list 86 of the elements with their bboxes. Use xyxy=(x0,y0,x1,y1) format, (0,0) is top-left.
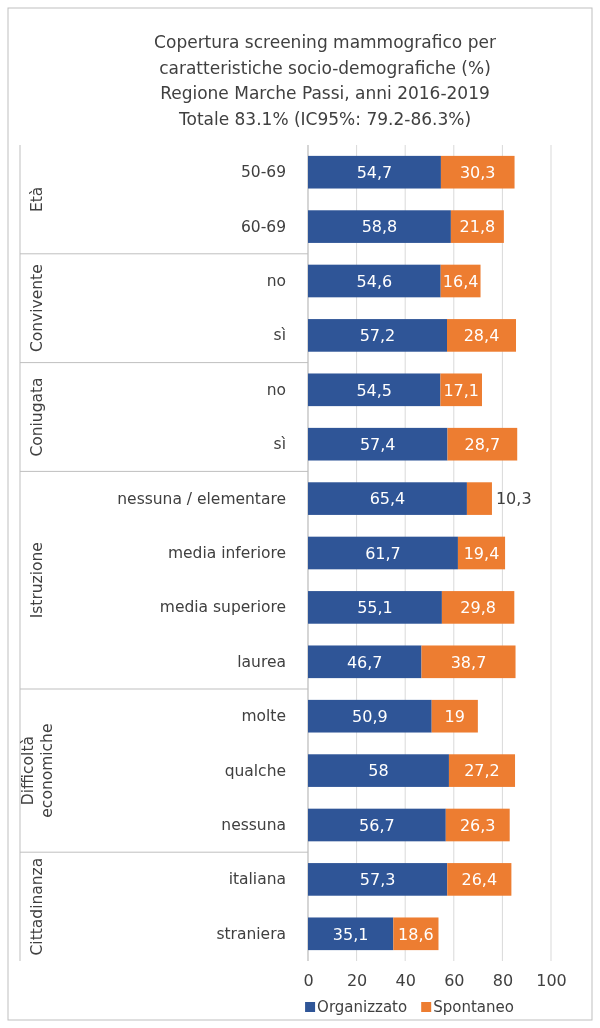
bar xyxy=(308,591,442,624)
data-label: 58 xyxy=(368,761,389,781)
bar xyxy=(440,155,515,189)
y-tick-label: nessuna xyxy=(221,815,286,834)
data-label: 38,7 xyxy=(450,652,487,672)
text: Convivente xyxy=(28,264,46,353)
bar xyxy=(431,699,478,733)
text: Età xyxy=(28,186,46,213)
data-label: 16,4 xyxy=(442,271,479,291)
data-label: 26,3 xyxy=(459,815,496,835)
legend-label: Spontaneo xyxy=(433,998,514,1016)
data-label: 17,1 xyxy=(443,380,480,400)
bar xyxy=(447,863,512,896)
text: Istruzione xyxy=(28,542,46,619)
x-tick-label: 60 xyxy=(444,971,465,991)
y-tick-label: 60-69 xyxy=(240,217,286,236)
legend-label: Organizzato xyxy=(317,998,408,1016)
y-tick-label: 50-69 xyxy=(240,163,286,182)
data-label: 26,4 xyxy=(461,870,498,890)
y-tick-label: straniera xyxy=(216,924,286,943)
y-tick-label: sì xyxy=(273,326,286,345)
y-tick-label: sì xyxy=(273,435,286,454)
bar xyxy=(440,373,482,407)
data-label: 10,3 xyxy=(495,489,532,509)
data-label: 56,7 xyxy=(359,815,395,835)
text: Difficoltà economiche xyxy=(19,723,56,818)
data-label: 19,4 xyxy=(463,543,500,563)
bar xyxy=(308,210,451,243)
bar xyxy=(308,917,394,951)
data-label: 29,8 xyxy=(460,598,496,618)
y-tick-label: italiana xyxy=(228,870,286,889)
data-label: 54,6 xyxy=(356,271,393,291)
bar xyxy=(308,699,432,733)
bar xyxy=(447,319,517,352)
bar xyxy=(447,427,518,461)
data-label: 46,7 xyxy=(346,652,383,672)
x-tick-label: 100 xyxy=(536,971,567,991)
chart-title: Copertura screening mammografico per caratteristiche socio-demografiche (%) Regione Marche Passi, anni 2016-2019 Totale 83.1% (IC95%: 79.2-86.3%) xyxy=(154,32,496,129)
y-tick-label: nessuna / elementare xyxy=(117,489,286,508)
data-label: 19 xyxy=(444,706,465,726)
bar xyxy=(308,754,449,787)
data-label: 54,7 xyxy=(356,162,393,182)
data-label: 18,6 xyxy=(398,924,434,944)
data-label: 21,8 xyxy=(459,217,496,237)
bar xyxy=(308,427,448,461)
bar xyxy=(308,808,446,842)
bar xyxy=(308,155,441,189)
x-tick-label: 40 xyxy=(395,971,416,991)
y-tick-label: media inferiore xyxy=(167,543,286,562)
bar xyxy=(421,645,516,679)
bar xyxy=(308,645,422,679)
bar xyxy=(308,373,441,407)
bar xyxy=(466,482,492,515)
x-tick-label: 20 xyxy=(346,971,368,991)
y-tick-label: media superiore xyxy=(159,598,286,617)
data-label: 57,3 xyxy=(359,870,396,890)
data-label: 28,7 xyxy=(464,434,501,454)
data-label: 35,1 xyxy=(332,924,369,944)
data-label: 28,4 xyxy=(463,326,500,346)
data-label: 61,7 xyxy=(365,543,401,563)
x-tick-label: 80 xyxy=(492,971,514,991)
data-label: 57,4 xyxy=(359,434,396,454)
data-label: 54,5 xyxy=(356,380,393,400)
bar xyxy=(308,482,467,515)
y-tick-label: no xyxy=(266,271,286,290)
data-label: 50,9 xyxy=(352,706,388,726)
y-tick-label: molte xyxy=(241,707,286,726)
y-tick-label: no xyxy=(266,380,286,399)
data-label: 65,4 xyxy=(369,489,406,509)
bar xyxy=(441,591,515,624)
data-label: 58,8 xyxy=(361,217,398,237)
bar xyxy=(308,863,448,896)
text: Cittadinanza xyxy=(28,857,46,956)
x-tick-label: 0 xyxy=(303,971,314,991)
y-tick-label: laurea xyxy=(237,652,286,671)
y-tick-label: qualche xyxy=(224,761,286,780)
data-label: 55,1 xyxy=(357,598,393,618)
data-label: 57,2 xyxy=(359,326,396,346)
data-label: 27,2 xyxy=(464,761,500,781)
bar xyxy=(450,210,504,243)
text: Coniugata xyxy=(28,377,46,457)
bar xyxy=(308,264,441,298)
bar xyxy=(308,319,447,352)
bar xyxy=(448,754,516,787)
bar xyxy=(308,536,458,570)
data-label: 30,3 xyxy=(459,162,496,182)
